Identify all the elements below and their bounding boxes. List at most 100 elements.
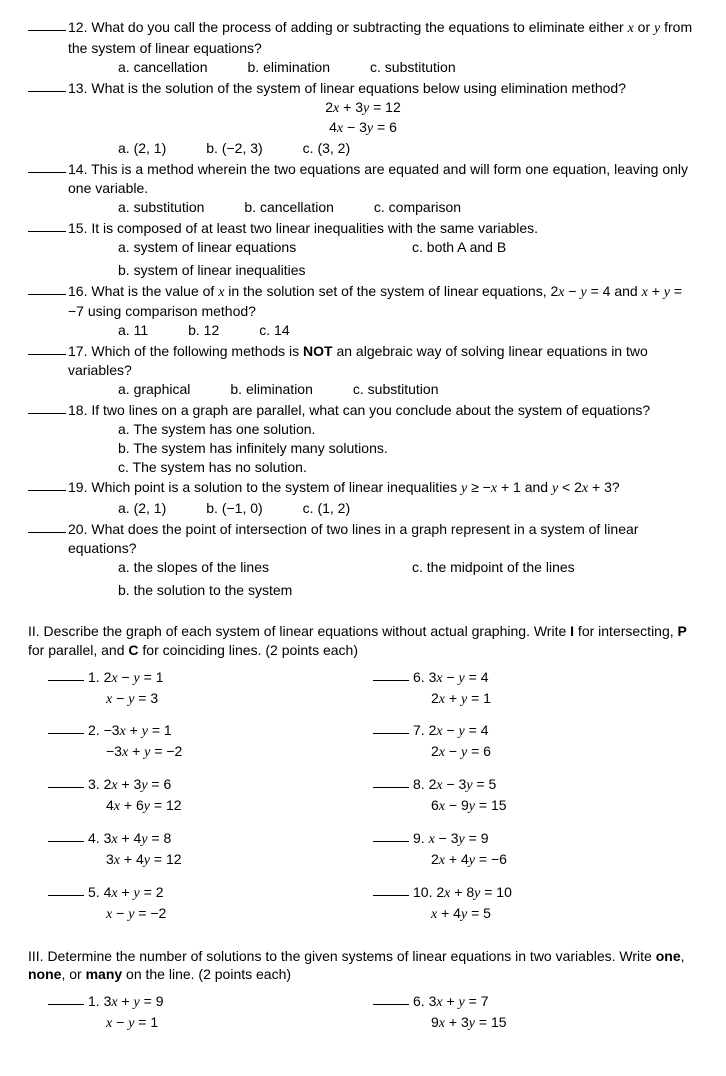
answer-blank[interactable] <box>373 992 409 1005</box>
option-row: a. graphicalb. eliminationc. substitutio… <box>28 380 698 399</box>
part-i-questions: 12. What do you call the process of addi… <box>28 18 698 600</box>
answer-blank[interactable] <box>373 775 409 788</box>
option: a. cancellation <box>118 58 208 77</box>
question-block: 12. What do you call the process of addi… <box>28 18 698 77</box>
equation-line: 6x − 9y = 15 <box>413 796 688 817</box>
question-line: 20. What does the point of intersection … <box>28 520 698 558</box>
option-grid: a. the slopes of the linesc. the midpoin… <box>28 558 698 600</box>
answer-blank[interactable] <box>48 883 84 896</box>
equation-line: 8. 2x − 3y = 5 <box>413 775 688 796</box>
list-item-body: 1. 3x + y = 9x − y = 1 <box>88 992 363 1034</box>
equation-line: 9x + 3y = 15 <box>413 1013 688 1034</box>
list-item-body: 6. 3x − y = 42x + y = 1 <box>413 668 688 710</box>
equation-line: 2. −3x + y = 1 <box>88 721 363 742</box>
part-ii-list: 1. 2x − y = 1x − y = 3 6. 3x − y = 42x + … <box>28 668 698 925</box>
list-item: 5. 4x + y = 2x − y = −2 <box>48 883 363 925</box>
list-item-body: 5. 4x + y = 2x − y = −2 <box>88 883 363 925</box>
equation-line: x + 4y = 5 <box>413 904 688 925</box>
option: c. substitution <box>353 380 439 399</box>
option-row: a. cancellationb. eliminationc. substitu… <box>28 58 698 77</box>
list-item-body: 10. 2x + 8y = 10x + 4y = 5 <box>413 883 688 925</box>
answer-blank[interactable] <box>28 282 66 295</box>
question-text: 20. What does the point of intersection … <box>68 520 698 558</box>
list-item: 6. 3x − y = 42x + y = 1 <box>373 668 688 710</box>
answer-blank[interactable] <box>373 721 409 734</box>
option: c. both A and B <box>412 238 698 257</box>
equation-line: 2x + 3y = 12 <box>28 98 698 119</box>
option: a. system of linear equations <box>118 238 404 257</box>
question-line: 13. What is the solution of the system o… <box>28 79 698 98</box>
equation-line: 2x + 4y = −6 <box>413 850 688 871</box>
question-text: 14. This is a method wherein the two equ… <box>68 160 698 198</box>
answer-blank[interactable] <box>28 478 66 491</box>
question-line: 19. Which point is a solution to the sys… <box>28 478 698 499</box>
option-row: a. (2, 1)b. (−1, 0)c. (1, 2) <box>28 499 698 518</box>
equation-line: x − y = 3 <box>88 689 363 710</box>
question-block: 13. What is the solution of the system o… <box>28 79 698 159</box>
option: b. (−1, 0) <box>206 499 262 518</box>
option-row: a. (2, 1)b. (−2, 3)c. (3, 2) <box>28 139 698 158</box>
question-block: 14. This is a method wherein the two equ… <box>28 160 698 217</box>
answer-blank[interactable] <box>28 160 66 173</box>
answer-blank[interactable] <box>48 668 84 681</box>
option: b. elimination <box>248 58 331 77</box>
question-text: 12. What do you call the process of addi… <box>68 18 698 58</box>
question-text: 17. Which of the following methods is NO… <box>68 342 698 380</box>
question-line: 18. If two lines on a graph are parallel… <box>28 401 698 420</box>
question-text: 18. If two lines on a graph are parallel… <box>68 401 698 420</box>
answer-blank[interactable] <box>28 401 66 414</box>
option <box>412 581 698 600</box>
equation-line: x − y = −2 <box>88 904 363 925</box>
question-line: 14. This is a method wherein the two equ… <box>28 160 698 198</box>
option: c. 14 <box>259 321 289 340</box>
option: c. The system has no solution. <box>28 458 698 477</box>
list-item: 1. 3x + y = 9x − y = 1 <box>48 992 363 1034</box>
option: a. The system has one solution. <box>28 420 698 439</box>
equation-line: 1. 2x − y = 1 <box>88 668 363 689</box>
answer-blank[interactable] <box>373 883 409 896</box>
equation-line: x − y = 1 <box>88 1013 363 1034</box>
list-item: 3. 2x + 3y = 64x + 6y = 12 <box>48 775 363 817</box>
option: a. (2, 1) <box>118 499 166 518</box>
question-block: 17. Which of the following methods is NO… <box>28 342 698 399</box>
part-iii-list: 1. 3x + y = 9x − y = 16. 3x + y = 79x + … <box>28 992 698 1034</box>
list-item-body: 2. −3x + y = 1−3x + y = −2 <box>88 721 363 763</box>
part-iii-heading: III. Determine the number of solutions t… <box>28 947 698 985</box>
answer-blank[interactable] <box>28 342 66 355</box>
answer-blank[interactable] <box>28 520 66 533</box>
question-text: 19. Which point is a solution to the sys… <box>68 478 698 499</box>
option: c. (3, 2) <box>303 139 350 158</box>
answer-blank[interactable] <box>48 829 84 842</box>
worksheet-page: 12. What do you call the process of addi… <box>0 0 726 1076</box>
answer-blank[interactable] <box>48 992 84 1005</box>
option: b. The system has infinitely many soluti… <box>28 439 698 458</box>
list-item: 6. 3x + y = 79x + 3y = 15 <box>373 992 688 1034</box>
answer-blank[interactable] <box>48 775 84 788</box>
equation-line: 6. 3x + y = 7 <box>413 992 688 1013</box>
answer-blank[interactable] <box>28 18 66 31</box>
list-item-body: 3. 2x + 3y = 64x + 6y = 12 <box>88 775 363 817</box>
answer-blank[interactable] <box>48 721 84 734</box>
answer-blank[interactable] <box>28 219 66 232</box>
question-line: 15. It is composed of at least two linea… <box>28 219 698 238</box>
equation-line: 3. 2x + 3y = 6 <box>88 775 363 796</box>
answer-blank[interactable] <box>373 668 409 681</box>
part-ii-heading: II. Describe the graph of each system of… <box>28 622 698 660</box>
option: b. the solution to the system <box>118 581 404 600</box>
option: b. 12 <box>188 321 219 340</box>
option: a. the slopes of the lines <box>118 558 404 577</box>
option: b. elimination <box>230 380 313 399</box>
equation-line: 9. x − 3y = 9 <box>413 829 688 850</box>
question-text: 16. What is the value of x in the soluti… <box>68 282 698 322</box>
list-item: 2. −3x + y = 1−3x + y = −2 <box>48 721 363 763</box>
question-block: 19. Which point is a solution to the sys… <box>28 478 698 518</box>
equation-line: 10. 2x + 8y = 10 <box>413 883 688 904</box>
question-line: 17. Which of the following methods is NO… <box>28 342 698 380</box>
list-item: 10. 2x + 8y = 10x + 4y = 5 <box>373 883 688 925</box>
answer-blank[interactable] <box>373 829 409 842</box>
equation-line: 1. 3x + y = 9 <box>88 992 363 1013</box>
answer-blank[interactable] <box>28 79 66 92</box>
list-item-body: 9. x − 3y = 92x + 4y = −6 <box>413 829 688 871</box>
equation-line: 4. 3x + 4y = 8 <box>88 829 363 850</box>
question-line: 16. What is the value of x in the soluti… <box>28 282 698 322</box>
